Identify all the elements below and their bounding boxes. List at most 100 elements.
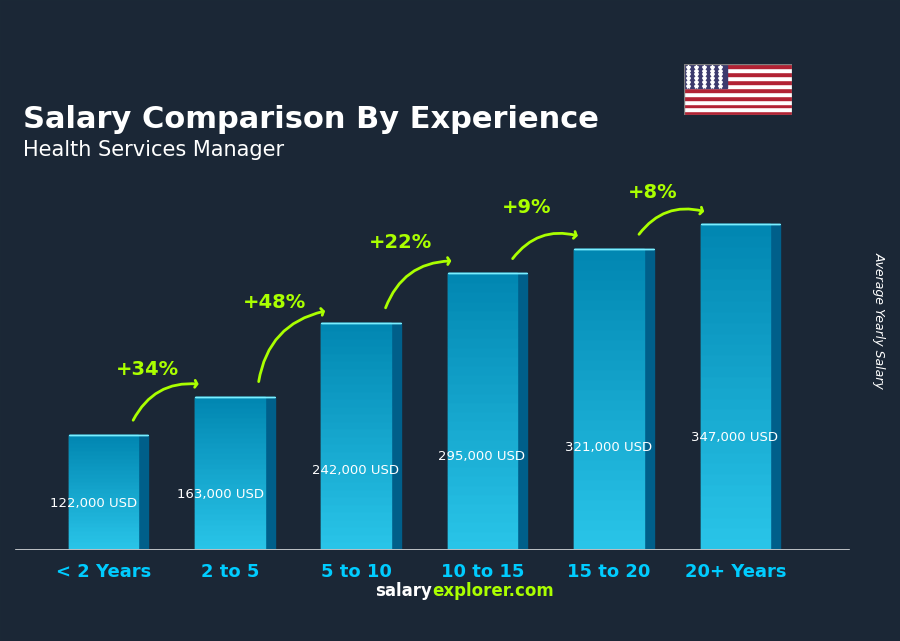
Bar [68,477,139,481]
Bar [448,540,518,549]
Bar [448,273,518,282]
Bar [195,397,265,549]
Bar [574,439,644,449]
Bar [448,512,518,521]
Bar [321,474,391,481]
Bar [700,441,770,452]
Bar [574,269,644,279]
Bar [700,257,770,268]
Bar [321,534,391,542]
Text: 347,000 USD: 347,000 USD [691,431,778,444]
Bar [448,292,518,301]
Bar [321,406,391,413]
Bar [700,484,770,495]
Polygon shape [139,435,148,549]
Bar [195,412,265,417]
Bar [321,322,391,549]
Text: 122,000 USD: 122,000 USD [50,497,138,510]
Bar [68,515,139,519]
Bar [195,447,265,453]
Bar [574,349,644,359]
Bar [195,498,265,503]
Bar [574,539,644,549]
Text: salary: salary [375,582,432,600]
Bar [448,374,518,383]
Bar [684,108,792,112]
Polygon shape [265,397,274,549]
Bar [68,481,139,485]
Bar [448,337,518,347]
Bar [195,397,265,402]
Bar [448,319,518,328]
Bar [700,419,770,430]
Bar [448,282,518,292]
Bar [574,429,644,439]
Bar [448,328,518,337]
Polygon shape [770,224,780,549]
Bar [321,338,391,345]
Bar [195,453,265,458]
Bar [700,387,770,397]
Text: Average Yearly Salary: Average Yearly Salary [873,252,886,389]
Bar [195,483,265,488]
Bar [68,526,139,530]
Bar [700,235,770,246]
Bar [68,495,139,499]
Polygon shape [644,249,653,549]
Bar [700,333,770,344]
Bar [448,457,518,466]
Bar [68,511,139,515]
Bar [68,492,139,495]
Bar [448,531,518,540]
Bar [700,344,770,354]
Bar [68,507,139,511]
Bar [68,530,139,534]
Bar [684,64,727,88]
Bar [321,353,391,360]
Bar [448,301,518,310]
Bar [684,104,792,108]
Bar [684,112,792,115]
Bar [574,499,644,509]
Bar [195,473,265,478]
Bar [195,524,265,529]
Bar [68,462,139,465]
Text: 321,000 USD: 321,000 USD [564,441,652,454]
Bar [195,488,265,493]
Bar [321,542,391,549]
Bar [195,534,265,539]
Text: 295,000 USD: 295,000 USD [438,450,526,463]
Bar [68,450,139,454]
Bar [574,449,644,459]
Bar [321,413,391,420]
Bar [700,430,770,441]
Bar [68,545,139,549]
Bar [700,289,770,300]
Bar [321,360,391,368]
Bar [574,249,644,259]
Polygon shape [391,322,401,549]
Bar [684,80,792,84]
Bar [195,519,265,524]
Bar [684,76,792,80]
Bar [448,383,518,393]
Bar [684,64,792,68]
Bar [68,542,139,545]
Bar [195,539,265,544]
Bar [68,435,139,549]
Bar [700,376,770,387]
Bar [574,359,644,369]
Bar [700,462,770,473]
Bar [448,429,518,438]
Bar [68,522,139,526]
Bar [68,454,139,458]
Bar [700,354,770,365]
Bar [68,534,139,538]
Bar [448,365,518,374]
Bar [448,411,518,420]
Text: +22%: +22% [369,233,432,253]
Text: explorer.com: explorer.com [432,582,554,600]
Bar [68,503,139,507]
Bar [448,438,518,448]
Bar [321,436,391,444]
